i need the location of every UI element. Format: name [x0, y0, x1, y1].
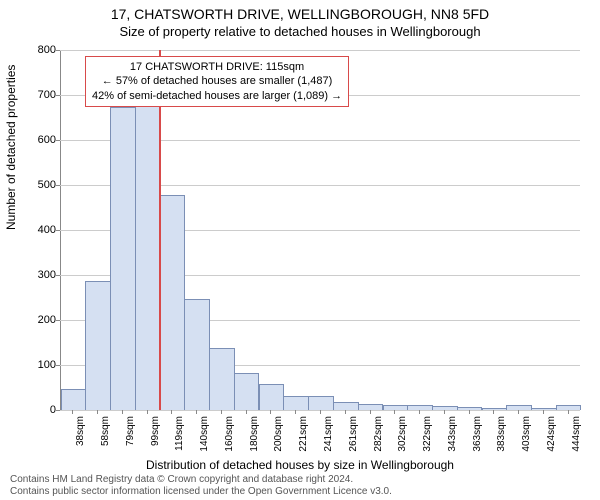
x-tick [320, 410, 321, 414]
y-tick-label: 700 [16, 89, 56, 101]
x-tick-label: 261sqm [348, 416, 359, 452]
plot-region: 010020030040050060070080038sqm58sqm79sqm… [60, 50, 580, 410]
histogram-bar [209, 348, 235, 410]
histogram-bar [135, 104, 161, 410]
x-tick-label: 200sqm [273, 416, 284, 452]
x-tick [469, 410, 470, 414]
x-tick [147, 410, 148, 414]
x-tick [444, 410, 445, 414]
histogram-bar [259, 384, 285, 410]
grid-line [60, 50, 580, 51]
x-tick [295, 410, 296, 414]
y-tick [56, 275, 60, 276]
x-tick [518, 410, 519, 414]
histogram-bar [432, 406, 458, 410]
x-tick [221, 410, 222, 414]
x-tick [122, 410, 123, 414]
x-tick-label: 38sqm [75, 416, 86, 446]
y-tick-label: 100 [16, 359, 56, 371]
y-tick [56, 95, 60, 96]
x-tick [97, 410, 98, 414]
y-tick [56, 320, 60, 321]
y-tick [56, 365, 60, 366]
x-tick [543, 410, 544, 414]
x-tick-label: 241sqm [323, 416, 334, 452]
x-tick-label: 180sqm [249, 416, 260, 452]
histogram-bar [160, 195, 186, 410]
x-tick [370, 410, 371, 414]
x-tick-label: 99sqm [150, 416, 161, 446]
y-tick-label: 0 [16, 404, 56, 416]
y-tick-label: 300 [16, 269, 56, 281]
x-tick [394, 410, 395, 414]
histogram-bar [283, 396, 309, 411]
histogram-bar [531, 408, 557, 410]
x-tick [246, 410, 247, 414]
histogram-bar [184, 299, 210, 410]
y-tick-label: 600 [16, 134, 56, 146]
x-tick-label: 160sqm [224, 416, 235, 452]
x-tick [171, 410, 172, 414]
x-tick-label: 140sqm [199, 416, 210, 452]
histogram-bar [85, 281, 111, 410]
x-tick-label: 424sqm [546, 416, 557, 452]
x-tick-label: 444sqm [571, 416, 582, 452]
histogram-bar [308, 396, 334, 410]
x-tick-label: 383sqm [496, 416, 507, 452]
x-tick [419, 410, 420, 414]
annotation-line: 42% of semi-detached houses are larger (… [92, 89, 342, 103]
chart-area: 010020030040050060070080038sqm58sqm79sqm… [60, 50, 580, 410]
histogram-bar [333, 402, 359, 410]
x-tick-label: 322sqm [422, 416, 433, 452]
copyright-line: Contains HM Land Registry data © Crown c… [10, 474, 392, 486]
x-tick [493, 410, 494, 414]
y-tick-label: 400 [16, 224, 56, 236]
y-tick [56, 50, 60, 51]
annotation-box: 17 CHATSWORTH DRIVE: 115sqm← 57% of deta… [85, 56, 349, 107]
x-tick-label: 282sqm [373, 416, 384, 452]
copyright-block: Contains HM Land Registry data © Crown c… [10, 474, 392, 498]
x-axis-label: Distribution of detached houses by size … [0, 458, 600, 472]
histogram-bar [234, 373, 260, 410]
x-tick-label: 363sqm [472, 416, 483, 452]
x-tick-label: 403sqm [521, 416, 532, 452]
chart-title: 17, CHATSWORTH DRIVE, WELLINGBOROUGH, NN… [0, 0, 600, 22]
copyright-line: Contains public sector information licen… [10, 486, 392, 498]
x-tick [196, 410, 197, 414]
y-tick [56, 140, 60, 141]
y-tick [56, 230, 60, 231]
y-tick-label: 200 [16, 314, 56, 326]
x-tick-label: 79sqm [125, 416, 136, 446]
y-tick-label: 800 [16, 44, 56, 56]
y-tick [56, 410, 60, 411]
x-tick-label: 221sqm [298, 416, 309, 452]
x-tick-label: 302sqm [397, 416, 408, 452]
annotation-line: 17 CHATSWORTH DRIVE: 115sqm [92, 60, 342, 74]
chart-container: 17, CHATSWORTH DRIVE, WELLINGBOROUGH, NN… [0, 0, 600, 500]
x-tick [345, 410, 346, 414]
x-tick-label: 58sqm [100, 416, 111, 446]
y-tick [56, 185, 60, 186]
y-tick-label: 500 [16, 179, 56, 191]
x-tick-label: 343sqm [447, 416, 458, 452]
x-tick [72, 410, 73, 414]
x-tick [270, 410, 271, 414]
histogram-bar [61, 389, 87, 410]
histogram-bar [110, 107, 136, 410]
x-tick-label: 119sqm [174, 416, 185, 451]
chart-subtitle: Size of property relative to detached ho… [0, 22, 600, 39]
annotation-line: ← 57% of detached houses are smaller (1,… [92, 74, 342, 88]
x-tick [568, 410, 569, 414]
